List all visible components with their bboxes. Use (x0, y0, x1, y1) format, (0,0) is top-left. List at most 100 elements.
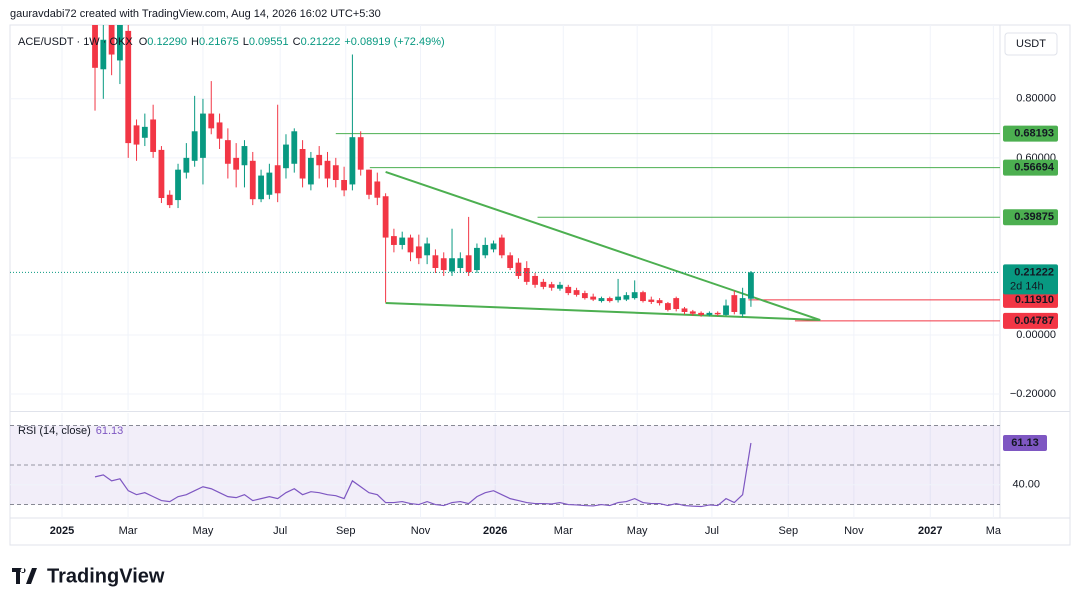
candle-body (166, 194, 173, 206)
last-price-label: 0.21222 (1014, 266, 1054, 278)
candle-body (374, 181, 381, 198)
candle-body (233, 157, 240, 170)
candle-body (241, 146, 248, 166)
candle-body (731, 295, 738, 312)
x-tick-label: 2027 (918, 525, 942, 537)
x-tick-label: Sep (778, 525, 798, 537)
x-tick-label: May (627, 525, 648, 537)
rsi-last-box (1003, 434, 1047, 451)
candle-body (498, 237, 505, 256)
candle-body (266, 172, 273, 195)
level-label-box (1003, 312, 1058, 329)
candle-body (399, 237, 406, 245)
ohlc-key: O (139, 36, 148, 48)
x-tick-label: Jul (273, 525, 287, 537)
candle-body (200, 113, 206, 158)
candle-body (673, 298, 680, 310)
candle-body (548, 284, 555, 288)
price-pane (10, 25, 1000, 410)
candle-body (208, 113, 215, 129)
level-label: 0.04787 (1014, 315, 1054, 327)
candle-body (224, 140, 231, 164)
candle-body (133, 125, 140, 145)
candle-body (723, 305, 729, 315)
candle-body (706, 312, 713, 315)
candle-body (557, 284, 563, 289)
candle-body (648, 299, 655, 302)
frame (9, 24, 1071, 546)
trendline (385, 301, 821, 322)
rsi-title: RSI (14, close) (18, 425, 91, 437)
ohlc-key: L (243, 36, 249, 48)
x-tick-label: Mar (119, 525, 138, 537)
candle-body (357, 137, 364, 170)
candle-body (332, 165, 339, 181)
candle-body (158, 149, 165, 199)
currency-button[interactable] (1004, 32, 1058, 56)
ohlc-value: 0.21675 (199, 36, 239, 48)
candle-body (283, 144, 289, 169)
rsi-value: 61.13 (96, 425, 124, 437)
candle-body (191, 131, 198, 161)
candle-body (573, 290, 580, 295)
candle-body (382, 196, 389, 238)
candle-body (482, 244, 489, 256)
candle-body (366, 169, 372, 195)
last-price-box (1003, 264, 1058, 295)
candle-body (590, 296, 597, 300)
candle-body (341, 180, 348, 191)
ohlc-key: C (293, 36, 301, 48)
level-label: 0.11910 (1015, 294, 1054, 306)
candle-body (689, 311, 696, 314)
candle-body (449, 258, 455, 272)
level-label-box (1003, 159, 1058, 176)
candle-body (299, 149, 306, 179)
candle-body (307, 157, 314, 185)
candle-body (258, 175, 264, 200)
x-tick-label: May (193, 525, 214, 537)
candle-body (432, 255, 439, 268)
brand: TradingView (47, 565, 165, 587)
candle-body (457, 258, 464, 268)
rsi-tick-label: 40.00 (1012, 479, 1040, 491)
candle-body (108, 25, 115, 55)
x-tick-label: Mar (554, 525, 573, 537)
x-tick-label: 2025 (50, 525, 74, 537)
ohlc-value: 0.09551 (249, 36, 289, 48)
x-tick-label: Ma (986, 525, 1002, 537)
x-tick-label: 2026 (483, 525, 507, 537)
y-tick-label: 0.80000 (1016, 93, 1056, 105)
candle-body (515, 262, 522, 276)
candle-body (532, 275, 538, 285)
candle-body (349, 137, 356, 185)
candle-body (739, 298, 746, 315)
candle-body (316, 154, 323, 166)
candle-body (640, 292, 646, 302)
candle-body (465, 255, 472, 273)
rsi-pane (10, 413, 1000, 518)
candle-body (440, 258, 447, 271)
candle-body (183, 157, 190, 173)
candle-body (424, 243, 431, 256)
candle-body (407, 237, 414, 253)
candle-body (391, 236, 397, 245)
logo-mark (12, 568, 37, 584)
trendline (385, 170, 821, 321)
change: +0.08919 (+72.49%) (344, 36, 444, 48)
ohlc-key: H (191, 36, 199, 48)
candle-body (631, 292, 638, 299)
symbol: ACE/USDT · 1W · OKX (18, 36, 133, 48)
candle-body (274, 165, 281, 194)
level-label-box (1003, 125, 1058, 142)
candle-body (615, 296, 621, 301)
rsi-legend: RSI (14, close) 61.13 (18, 425, 123, 437)
candle-body (125, 30, 132, 144)
candle-body (598, 298, 605, 302)
candle-body (656, 300, 663, 304)
candle-body (92, 25, 98, 68)
currency[interactable]: USDT (1016, 38, 1046, 50)
rsi-line (94, 442, 752, 508)
candle-body (141, 126, 148, 138)
